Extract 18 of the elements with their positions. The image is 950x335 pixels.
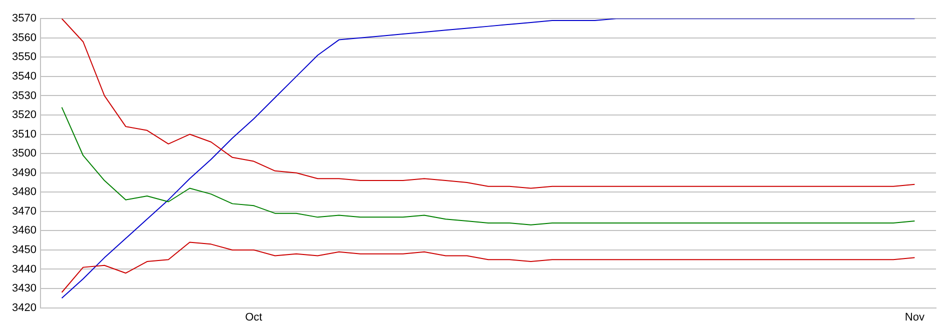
y-tick-label: 3550 <box>12 51 36 64</box>
y-tick-label: 3450 <box>12 244 36 256</box>
y-tick-label: 3540 <box>12 70 36 82</box>
y-tick-label: 3500 <box>12 148 36 160</box>
x-tick-label: Oct <box>245 311 262 324</box>
y-tick-label: 3440 <box>12 263 36 276</box>
y-tick-label: 3430 <box>12 282 36 295</box>
y-tick-label: 3470 <box>12 205 36 218</box>
y-tick-label: 3570 <box>12 12 36 25</box>
y-tick-label: 3530 <box>12 90 36 102</box>
y-tick-label: 3420 <box>12 302 36 314</box>
y-tick-label: 3460 <box>12 224 36 237</box>
x-tick-label: Nov <box>904 311 925 324</box>
y-tick-label: 3560 <box>12 32 36 44</box>
y-tick-label: 3510 <box>12 128 36 140</box>
y-tick-label: 3490 <box>12 166 36 179</box>
y-tick-label: 3520 <box>12 109 36 122</box>
y-tick-label: 3480 <box>12 186 36 198</box>
